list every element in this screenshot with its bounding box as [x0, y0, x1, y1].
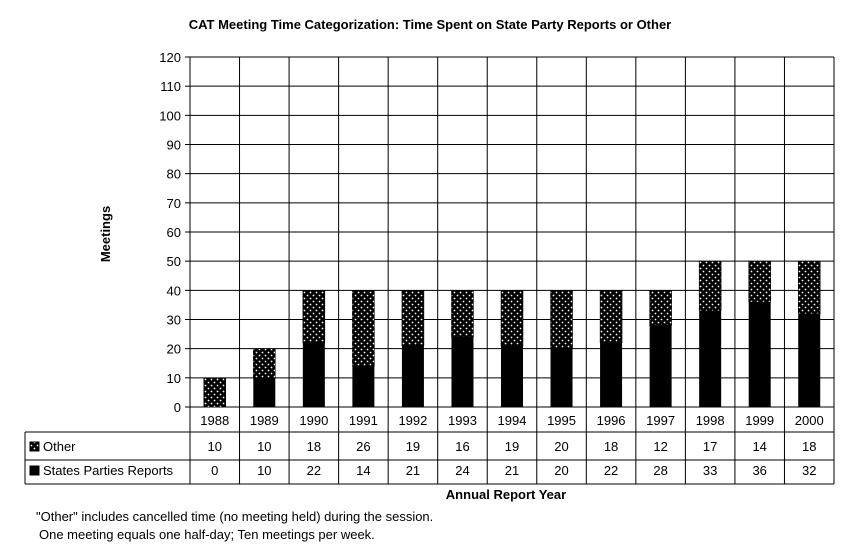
- y-tick-label: 20: [167, 342, 181, 357]
- data-label: 10: [208, 439, 222, 454]
- x-tick-label: 1989: [250, 413, 279, 428]
- data-label: 32: [802, 463, 816, 478]
- bar-states-parties-reports: [798, 313, 821, 407]
- bar-other: [797, 260, 821, 314]
- x-tick-label: 1991: [349, 413, 378, 428]
- x-tick-label: 1994: [498, 413, 527, 428]
- bar-states-parties-reports: [748, 302, 771, 407]
- x-axis-label: Annual Report Year: [446, 487, 566, 502]
- y-tick-label: 30: [167, 313, 181, 328]
- y-tick-label: 60: [167, 225, 181, 240]
- data-label: 18: [307, 439, 321, 454]
- bar-other: [451, 290, 474, 338]
- bar-other: [500, 290, 524, 347]
- data-label: 16: [455, 439, 469, 454]
- bar-other: [401, 290, 425, 347]
- bar-other: [649, 290, 672, 326]
- data-label: 21: [505, 463, 519, 478]
- legend-swatch: [29, 441, 40, 452]
- y-tick-label: 0: [174, 400, 181, 415]
- x-tick-label: 1997: [646, 413, 675, 428]
- data-label: 21: [406, 463, 420, 478]
- bar-other: [352, 290, 375, 367]
- data-label: 17: [703, 439, 717, 454]
- y-tick-label: 80: [167, 167, 181, 182]
- x-tick-label: 1998: [696, 413, 725, 428]
- footnote-2: One meeting equals one half-day; Ten mee…: [39, 527, 375, 542]
- x-tick-label: 1992: [398, 413, 427, 428]
- y-axis-label: Meetings: [98, 206, 113, 262]
- data-label: 18: [802, 439, 816, 454]
- bar-states-parties-reports: [699, 310, 722, 407]
- x-tick-label: 1988: [200, 413, 229, 428]
- legend-label: States Parties Reports: [43, 463, 174, 478]
- data-label: 36: [752, 463, 766, 478]
- data-label: 19: [406, 439, 420, 454]
- x-tick-label: 1993: [448, 413, 477, 428]
- bars: [203, 260, 821, 408]
- data-label: 20: [554, 463, 568, 478]
- x-tick-label: 1990: [299, 413, 328, 428]
- bar-states-parties-reports: [451, 337, 474, 407]
- data-label: 28: [653, 463, 667, 478]
- y-tick-label: 10: [167, 371, 181, 386]
- data-label: 0: [211, 463, 218, 478]
- y-tick-label: 110: [160, 79, 181, 94]
- y-tick-label: 40: [167, 283, 181, 298]
- x-tick-label: 2000: [795, 413, 824, 428]
- y-tick-label: 90: [167, 138, 181, 153]
- x-tick-label: 1999: [745, 413, 774, 428]
- bar-states-parties-reports: [302, 342, 325, 407]
- data-label: 33: [703, 463, 717, 478]
- data-label: 18: [604, 439, 618, 454]
- x-tick-label: 1996: [597, 413, 626, 428]
- data-table: 1988 1989 1990 1991 1992 1993 1994 1995 1996 1997…: [24, 413, 834, 485]
- bar-states-parties-reports: [401, 345, 424, 407]
- bar-other: [550, 290, 573, 349]
- footnote-1: "Other" includes cancelled time (no meet…: [36, 509, 434, 524]
- data-label: 12: [653, 439, 667, 454]
- legend-label: Other: [43, 439, 76, 454]
- bar-other: [302, 290, 326, 344]
- x-tick-label: 1995: [547, 413, 576, 428]
- data-label: 26: [356, 439, 370, 454]
- data-label: 22: [307, 463, 321, 478]
- bar-other: [698, 260, 722, 311]
- data-label: 19: [505, 439, 519, 454]
- bar-other: [253, 348, 276, 379]
- y-tick-label: 120: [159, 50, 181, 65]
- y-tick-label: 50: [167, 254, 181, 269]
- data-label: 10: [257, 439, 271, 454]
- y-tick-label: 70: [167, 196, 181, 211]
- bar-other: [748, 260, 771, 303]
- bar-states-parties-reports: [253, 377, 276, 407]
- data-label: 14: [356, 463, 370, 478]
- data-label: 14: [752, 439, 766, 454]
- bar-states-parties-reports: [501, 345, 523, 407]
- data-label: 20: [554, 439, 568, 454]
- legend-swatch: [29, 465, 40, 476]
- chart-title: CAT Meeting Time Categorization: Time Sp…: [189, 17, 672, 32]
- data-label: 24: [455, 463, 469, 478]
- y-tick-label: 100: [159, 108, 181, 123]
- data-label: 10: [257, 463, 271, 478]
- bar-states-parties-reports: [352, 366, 375, 407]
- bar-other: [599, 290, 623, 344]
- bar-other: [203, 377, 227, 408]
- bar-states-parties-reports: [649, 325, 672, 407]
- bar-states-parties-reports: [600, 342, 623, 407]
- bar-states-parties-reports: [550, 348, 573, 407]
- data-label: 22: [604, 463, 618, 478]
